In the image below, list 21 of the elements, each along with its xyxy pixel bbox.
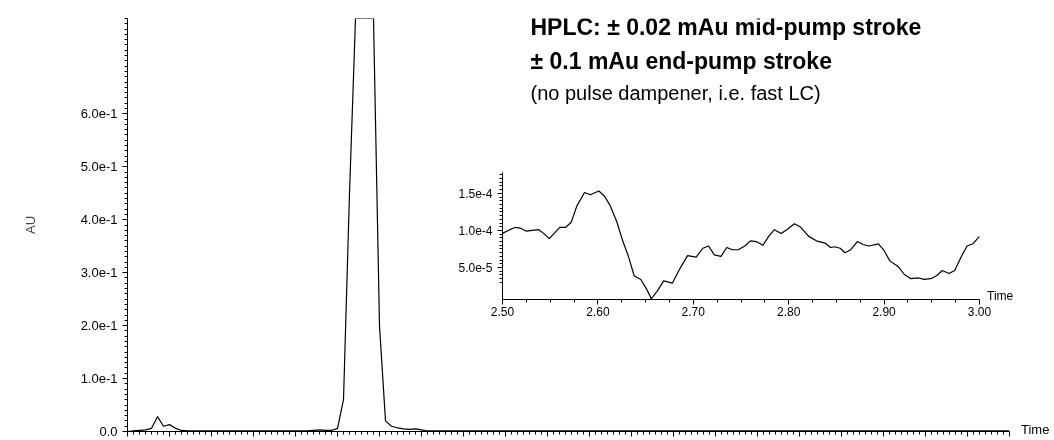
y-tick-label: 4.0e-1 [80,212,118,228]
y-tick-label: 2.0e-1 [80,318,118,334]
x-tick-label: 2.80 [777,304,801,319]
x-tick-label: 2.70 [681,304,706,319]
y-tick-label: 6.0e-1 [80,106,118,122]
y-tick-label: 3.0e-1 [80,265,118,281]
y-tick-label: 0.0 [99,424,118,439]
x-tick-label: 2.60 [586,304,610,319]
x-axis-title: Time [1021,421,1050,439]
x-tick-label: 3.00 [967,304,992,319]
y-axis-title: AU [22,215,38,235]
y-tick-label: 1.5e-4 [458,186,493,201]
text: HPLC: ± 0.02 mAu mid-pump stroke ± 0.1 mAu end-pump stroke [530,13,922,74]
y-tick-label: 1.0e-4 [458,223,493,238]
text: (no pulse dampener, i.e. fast LC) [530,81,821,104]
x-axis-title: Time [987,288,1014,305]
x-tick-label: 2.90 [872,304,897,319]
y-tick-label: 5.0e-5 [458,261,493,276]
y-tick-label: 1.0e-1 [80,371,118,387]
x-tick-label: 2.50 [490,304,515,319]
y-tick-label: 5.0e-1 [80,159,118,175]
